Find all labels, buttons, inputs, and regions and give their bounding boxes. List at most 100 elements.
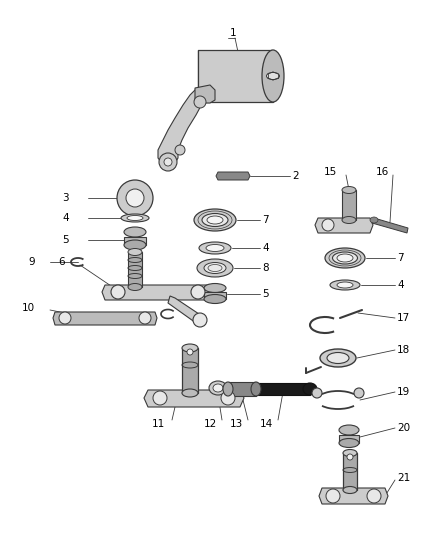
Polygon shape (158, 90, 205, 165)
Polygon shape (53, 312, 157, 325)
Text: 21: 21 (397, 473, 410, 483)
Text: 10: 10 (22, 303, 35, 313)
Ellipse shape (342, 216, 356, 223)
FancyBboxPatch shape (339, 435, 359, 443)
Text: 3: 3 (62, 193, 69, 203)
Polygon shape (319, 488, 388, 504)
Ellipse shape (182, 389, 198, 397)
Circle shape (126, 189, 144, 207)
Circle shape (354, 388, 364, 398)
Ellipse shape (121, 214, 149, 222)
Ellipse shape (209, 381, 227, 395)
Ellipse shape (325, 248, 365, 268)
Polygon shape (168, 296, 205, 325)
Ellipse shape (320, 349, 356, 367)
Text: 8: 8 (262, 263, 268, 273)
Ellipse shape (332, 252, 357, 264)
Circle shape (139, 312, 151, 324)
Text: 11: 11 (152, 419, 165, 429)
Ellipse shape (207, 216, 223, 224)
Ellipse shape (213, 384, 223, 392)
Ellipse shape (204, 262, 226, 273)
FancyBboxPatch shape (198, 50, 273, 102)
FancyBboxPatch shape (343, 453, 357, 490)
Ellipse shape (128, 284, 142, 290)
FancyBboxPatch shape (128, 252, 142, 287)
Ellipse shape (370, 217, 378, 223)
Ellipse shape (194, 209, 236, 231)
Text: 12: 12 (203, 419, 217, 429)
Text: 6: 6 (58, 257, 65, 267)
Text: 7: 7 (397, 253, 404, 263)
Polygon shape (195, 85, 215, 103)
Ellipse shape (339, 439, 359, 448)
Circle shape (326, 489, 340, 503)
Ellipse shape (206, 245, 224, 252)
Ellipse shape (124, 240, 146, 250)
Circle shape (347, 454, 353, 460)
Ellipse shape (197, 259, 233, 277)
Text: 16: 16 (375, 167, 389, 177)
Circle shape (175, 145, 185, 155)
Circle shape (59, 312, 71, 324)
Text: 7: 7 (262, 215, 268, 225)
Text: 5: 5 (262, 289, 268, 299)
Text: 4: 4 (62, 213, 69, 223)
Ellipse shape (199, 242, 231, 254)
Circle shape (159, 153, 177, 171)
Ellipse shape (128, 248, 142, 255)
Ellipse shape (330, 280, 360, 290)
Circle shape (322, 219, 334, 231)
Text: 4: 4 (262, 243, 268, 253)
Text: 9: 9 (28, 257, 35, 267)
Ellipse shape (343, 449, 357, 456)
Text: 14: 14 (259, 419, 272, 429)
Ellipse shape (262, 50, 284, 102)
Ellipse shape (204, 295, 226, 303)
Circle shape (312, 388, 322, 398)
Circle shape (221, 391, 235, 405)
FancyBboxPatch shape (182, 348, 198, 393)
Ellipse shape (182, 344, 198, 352)
Text: 15: 15 (323, 167, 337, 177)
Circle shape (164, 158, 172, 166)
Circle shape (153, 391, 167, 405)
Circle shape (193, 313, 207, 327)
Ellipse shape (303, 383, 317, 395)
Ellipse shape (337, 282, 353, 288)
Circle shape (194, 96, 206, 108)
Circle shape (111, 285, 125, 299)
Ellipse shape (339, 425, 359, 435)
Ellipse shape (342, 187, 356, 193)
FancyBboxPatch shape (204, 292, 226, 299)
Circle shape (117, 180, 153, 216)
Text: 19: 19 (397, 387, 410, 397)
Text: 13: 13 (230, 419, 243, 429)
FancyBboxPatch shape (228, 382, 256, 396)
Text: 17: 17 (397, 313, 410, 323)
Polygon shape (372, 218, 408, 233)
Text: 2: 2 (292, 171, 299, 181)
Ellipse shape (343, 487, 357, 494)
Ellipse shape (223, 382, 233, 396)
Ellipse shape (204, 284, 226, 293)
Text: 4: 4 (397, 280, 404, 290)
Ellipse shape (202, 214, 228, 227)
Ellipse shape (327, 352, 349, 364)
Text: 5: 5 (62, 235, 69, 245)
Ellipse shape (337, 254, 353, 262)
Ellipse shape (127, 215, 143, 221)
FancyBboxPatch shape (124, 237, 146, 245)
Polygon shape (315, 218, 373, 233)
Ellipse shape (251, 382, 261, 396)
Polygon shape (102, 285, 213, 300)
Text: 1: 1 (230, 28, 237, 38)
FancyBboxPatch shape (255, 383, 310, 395)
Circle shape (367, 489, 381, 503)
Circle shape (191, 285, 205, 299)
Ellipse shape (266, 72, 279, 79)
Ellipse shape (124, 227, 146, 237)
Polygon shape (144, 390, 244, 407)
FancyBboxPatch shape (342, 190, 356, 220)
Text: 20: 20 (397, 423, 410, 433)
